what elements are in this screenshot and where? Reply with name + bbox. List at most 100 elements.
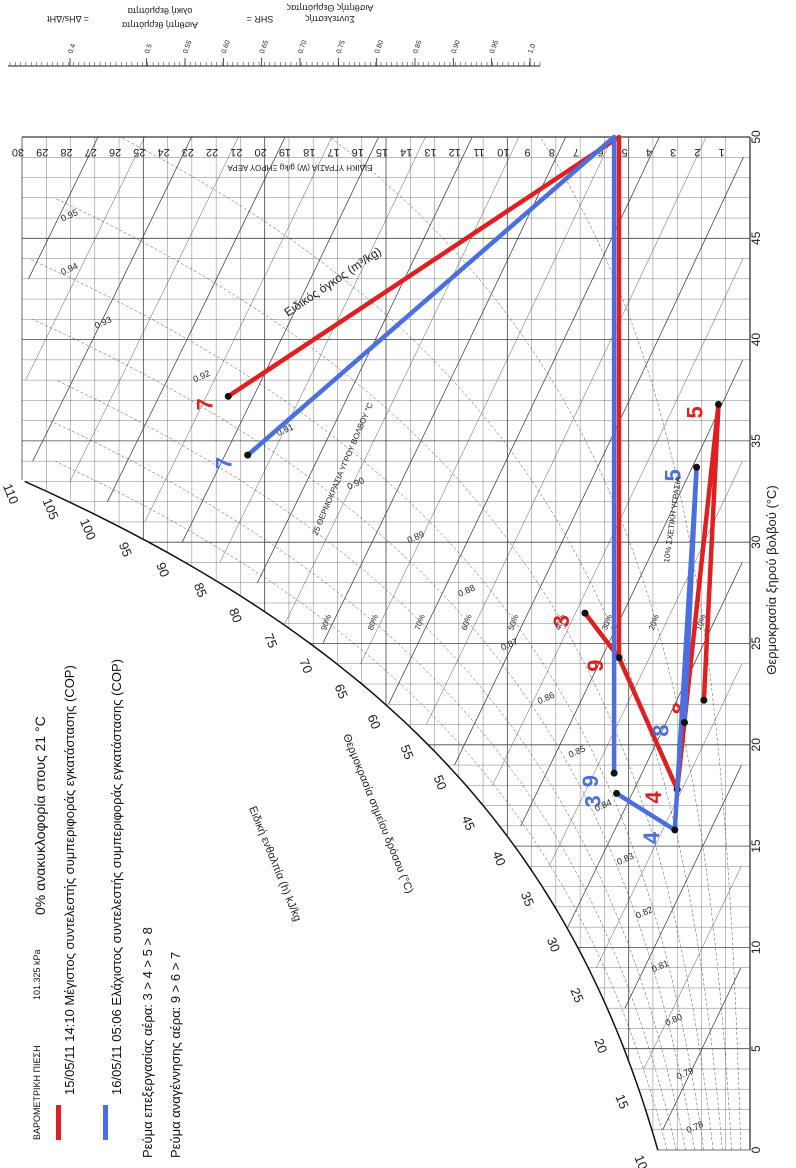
enthalpy-tick-label: 50: [431, 773, 450, 792]
enthalpy-tick-label: 95: [116, 540, 135, 559]
volume-tick-label: 0.92: [191, 368, 211, 384]
point-label: 3: [549, 615, 574, 627]
shr-tick-label: 0.4: [67, 43, 77, 55]
enthalpy-line: [25, 136, 145, 381]
enthalpy-tick-label: 110: [0, 481, 22, 506]
series-point: [615, 654, 623, 662]
drybulb-tick-label: 10: [749, 940, 763, 954]
drybulb-tick-label: 40: [749, 333, 763, 347]
volume-tick-label: 0.79: [675, 1065, 695, 1081]
series-point: [610, 769, 618, 777]
y-axis-title: ΕΙΔΙΚΗ ΥΓΡΑΣΙΑ (W) g/kg ΞΗΡΟΥ ΑΕΡΑ: [227, 163, 373, 172]
series-point: [680, 719, 688, 727]
enthalpy-tick-label: 25: [567, 986, 586, 1005]
series-point: [714, 400, 722, 408]
rh-tick-label: 70%: [413, 613, 427, 631]
drybulb-tick-label: 15: [749, 839, 763, 853]
drybulb-tick-label: 20: [749, 738, 763, 752]
humidity-tick-label: 18: [303, 146, 315, 158]
humidity-tick-label: 17: [327, 146, 339, 158]
pressure-label: ΒΑΡΟΜΕΤΡΙΚΗ ΠΙΕΣΗ: [32, 1045, 42, 1140]
series-point: [671, 826, 679, 834]
enthalpy-line: [596, 663, 742, 968]
humidity-tick-label: 3: [670, 146, 676, 158]
x-axis-title: Θερμοκρασία ξηρού βολβού (°C): [764, 485, 779, 675]
rh-curve: [28, 258, 705, 1151]
enthalpy-tick-label: 40: [489, 849, 508, 868]
humidity-tick-label: 8: [549, 146, 555, 158]
volume-tick-label: 0.93: [93, 314, 113, 330]
enthalpy-line: [454, 157, 744, 766]
rh-tick-label: 20%: [647, 613, 661, 631]
humidity-tick-label: 20: [255, 146, 267, 158]
drybulb-tick-label: 0: [749, 1146, 763, 1153]
volume-tick-label: 0.88: [456, 583, 476, 599]
rh-curve: [55, 379, 686, 1151]
volume-tick-label: 0.90: [346, 475, 366, 491]
enthalpy-line: [322, 136, 567, 644]
humidity-tick-label: 25: [133, 146, 145, 158]
volume-tick-label: 0.86: [536, 690, 556, 706]
volume-tick-label: 0.85: [567, 743, 587, 759]
humidity-tick-label: 28: [60, 146, 72, 158]
drybulb-tick-label: 30: [749, 535, 763, 549]
shr-tick-label: 0.75: [336, 39, 347, 54]
enthalpy-tick-label: 65: [332, 682, 351, 701]
rh-tick-label: 90%: [319, 613, 333, 631]
enthalpy-line: [69, 136, 239, 482]
shr-formula-num: Αισθητή θερμότητα: [122, 20, 198, 30]
enthalpy-line: [643, 866, 742, 1070]
humidity-tick-label: 13: [424, 146, 436, 158]
humidity-tick-label: 10: [497, 146, 509, 158]
point-label: 5: [661, 469, 686, 481]
rh-curve: [330, 136, 732, 1151]
enthalpy-tick-label: 10: [631, 1153, 650, 1168]
series-point: [700, 696, 708, 704]
enthalpy-tick-label: 70: [296, 656, 315, 675]
legend-blue-swatch: [103, 1105, 108, 1140]
saturation-line: [24, 480, 659, 1151]
rh-curve: [54, 460, 668, 1151]
volume-tick-label: 0.94: [59, 261, 79, 277]
humidity-tick-label: 23: [182, 146, 194, 158]
series-line: [246, 134, 617, 774]
volume-tick-label: 0.78: [685, 1119, 705, 1135]
humidity-tick-label: 11: [473, 146, 484, 158]
volume-tick-label: 0.87: [499, 636, 519, 652]
enthalpy-line: [662, 967, 742, 1130]
chart-grid: [21, 136, 751, 1151]
enthalpy-line: [181, 136, 379, 543]
rh-curve: [49, 420, 677, 1151]
enthalpy-line: [360, 136, 613, 664]
legend: ΒΑΡΟΜΕΤΡΙΚΗ ΠΙΕΣΗ 101.325 kPa 0% ανακυκλ…: [32, 659, 183, 1158]
point-label: 4: [639, 831, 664, 844]
humidity-tick-label: 24: [157, 146, 169, 158]
enthalpy-tick-label: 20: [591, 1036, 610, 1055]
volume-tick-label: 0.89: [406, 529, 426, 545]
rh-curve: [53, 197, 714, 1151]
humidity-tick-label: 1: [719, 146, 725, 158]
enthalpy-tick-label: 60: [365, 712, 384, 731]
pressure-value: 101.325 kPa: [32, 949, 42, 1000]
point-label: 8: [648, 724, 673, 736]
humidity-tick-label: 9: [525, 146, 531, 158]
humidity-tick-label: 22: [206, 146, 218, 158]
series-point: [244, 451, 252, 459]
flow-regen: Ρεύμα αναγέννησης αέρα: 9 > 6 > 7: [168, 952, 183, 1158]
point-label: 5: [682, 406, 707, 418]
shr-formula-lhs: SHR =: [247, 14, 274, 24]
enthalpy-line: [256, 136, 473, 583]
series-point: [224, 392, 232, 400]
shr-tick-label: 0.95: [489, 39, 500, 54]
volume-tick-label: 0.80: [664, 1012, 684, 1028]
volume-tick-label: 0.83: [615, 851, 635, 867]
series-point: [613, 789, 621, 797]
humidity-tick-label: 5: [622, 146, 628, 158]
humidity-tick-label: 4: [646, 146, 652, 158]
enthalpy-tick-label: 80: [226, 606, 245, 625]
enthalpy-line: [107, 136, 286, 502]
drybulb-tick-label: 50: [749, 130, 763, 144]
enthalpy-line: [624, 764, 742, 1009]
